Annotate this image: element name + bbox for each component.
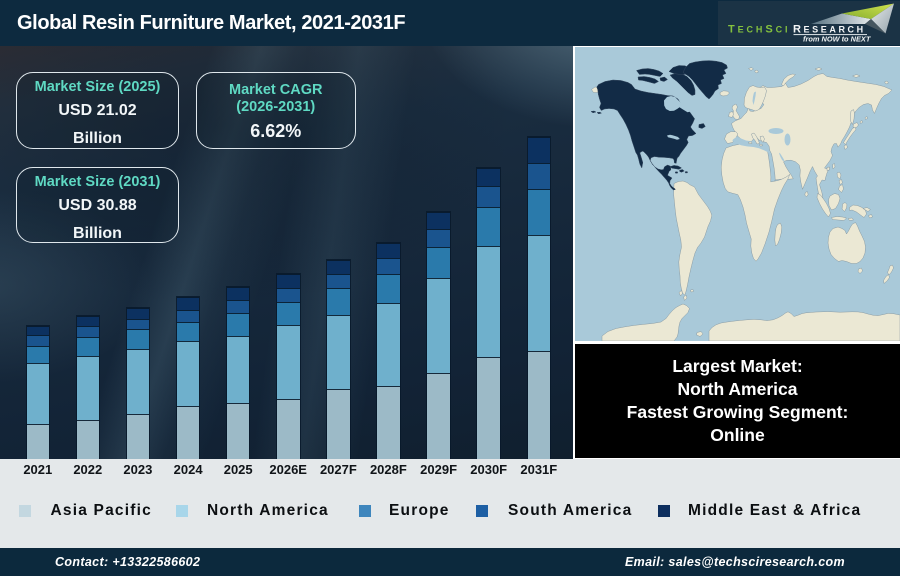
svg-text:from NOW to NEXT: from NOW to NEXT <box>803 34 872 43</box>
svg-text:RESEARCH: RESEARCH <box>793 23 866 35</box>
svg-text:TECHSCI: TECHSCI <box>728 23 790 35</box>
